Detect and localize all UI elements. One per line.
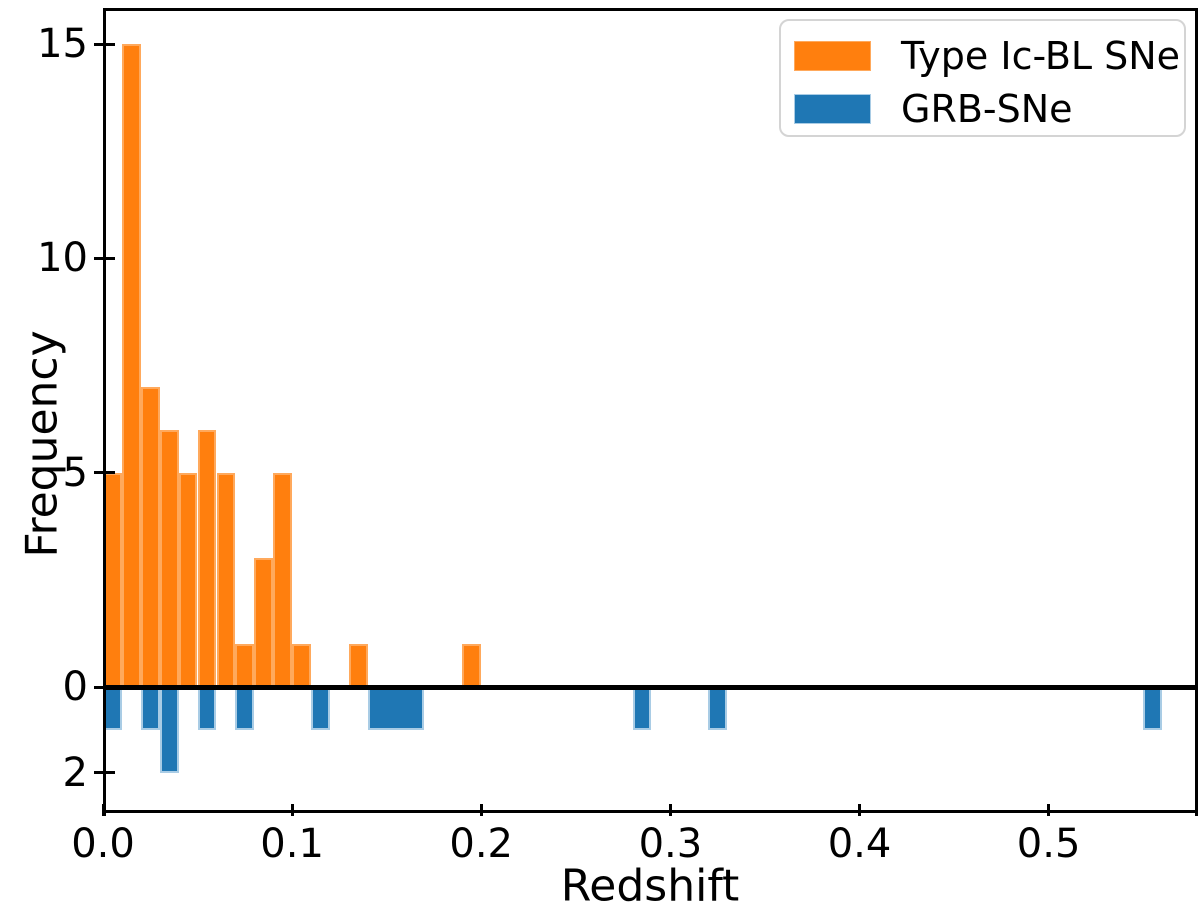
histogram-bar xyxy=(632,687,652,730)
histogram-bar xyxy=(462,644,482,687)
legend-item-grb: GRB-SNe xyxy=(794,86,1184,132)
x-tick-label: 0.1 xyxy=(260,821,324,867)
x-tick-label: 0.0 xyxy=(71,821,135,867)
histogram-bar xyxy=(178,472,198,687)
x-tick-label: 0.2 xyxy=(449,821,513,867)
left-spine xyxy=(103,8,106,816)
top-spine xyxy=(103,8,1198,11)
histogram-bar xyxy=(254,558,274,687)
histogram-bar xyxy=(273,472,293,687)
grb-swatch-icon xyxy=(794,94,871,124)
x-axis-label: Redshift xyxy=(560,860,740,904)
histogram-bar xyxy=(367,687,425,730)
histogram-bar xyxy=(292,644,311,687)
histogram-bar xyxy=(216,472,236,687)
histogram-bar xyxy=(708,687,728,730)
histogram-bar xyxy=(235,687,255,730)
histogram-bar xyxy=(197,429,217,687)
right-spine xyxy=(1195,8,1198,816)
x-tick-label: 0.4 xyxy=(827,821,892,867)
histogram-bar xyxy=(197,687,217,730)
x-tick-label: 0.3 xyxy=(638,821,703,867)
legend-item-ic-bl: Type Ic-BL SNe xyxy=(794,33,1184,79)
histogram-bar xyxy=(311,687,330,730)
bottom-spine xyxy=(103,810,1198,813)
y-tick-label: 2 xyxy=(62,749,88,796)
zero-line xyxy=(103,684,1198,690)
histogram-bar xyxy=(140,687,160,730)
y-tick-label: 10 xyxy=(37,235,88,282)
histogram-bar xyxy=(159,429,179,687)
histogram-bar xyxy=(121,44,141,687)
histogram-bar xyxy=(159,687,179,773)
legend-label-grb: GRB-SNe xyxy=(901,87,1073,131)
histogram-bar xyxy=(235,644,255,687)
y-tick-label: 5 xyxy=(62,449,88,496)
histogram-bar xyxy=(140,386,160,687)
x-tick-label: 0.5 xyxy=(1016,821,1081,867)
y-tick-label: 15 xyxy=(37,21,88,67)
y-tick-label: 0 xyxy=(62,664,88,710)
histogram-bar xyxy=(1143,687,1163,730)
legend: Type Ic-BL SNe GRB-SNe xyxy=(779,19,1186,137)
legend-label-ic-bl: Type Ic-BL SNe xyxy=(901,34,1181,78)
histogram-bar xyxy=(348,644,368,687)
ic-bl-swatch-icon xyxy=(794,41,871,71)
